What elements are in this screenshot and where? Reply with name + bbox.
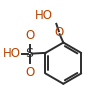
Text: S: S (26, 47, 34, 60)
Text: HO: HO (35, 9, 53, 22)
Text: O: O (54, 26, 64, 39)
Text: O: O (25, 66, 34, 79)
Text: HO: HO (3, 47, 21, 60)
Text: O: O (25, 29, 34, 42)
Text: -: - (21, 47, 26, 60)
